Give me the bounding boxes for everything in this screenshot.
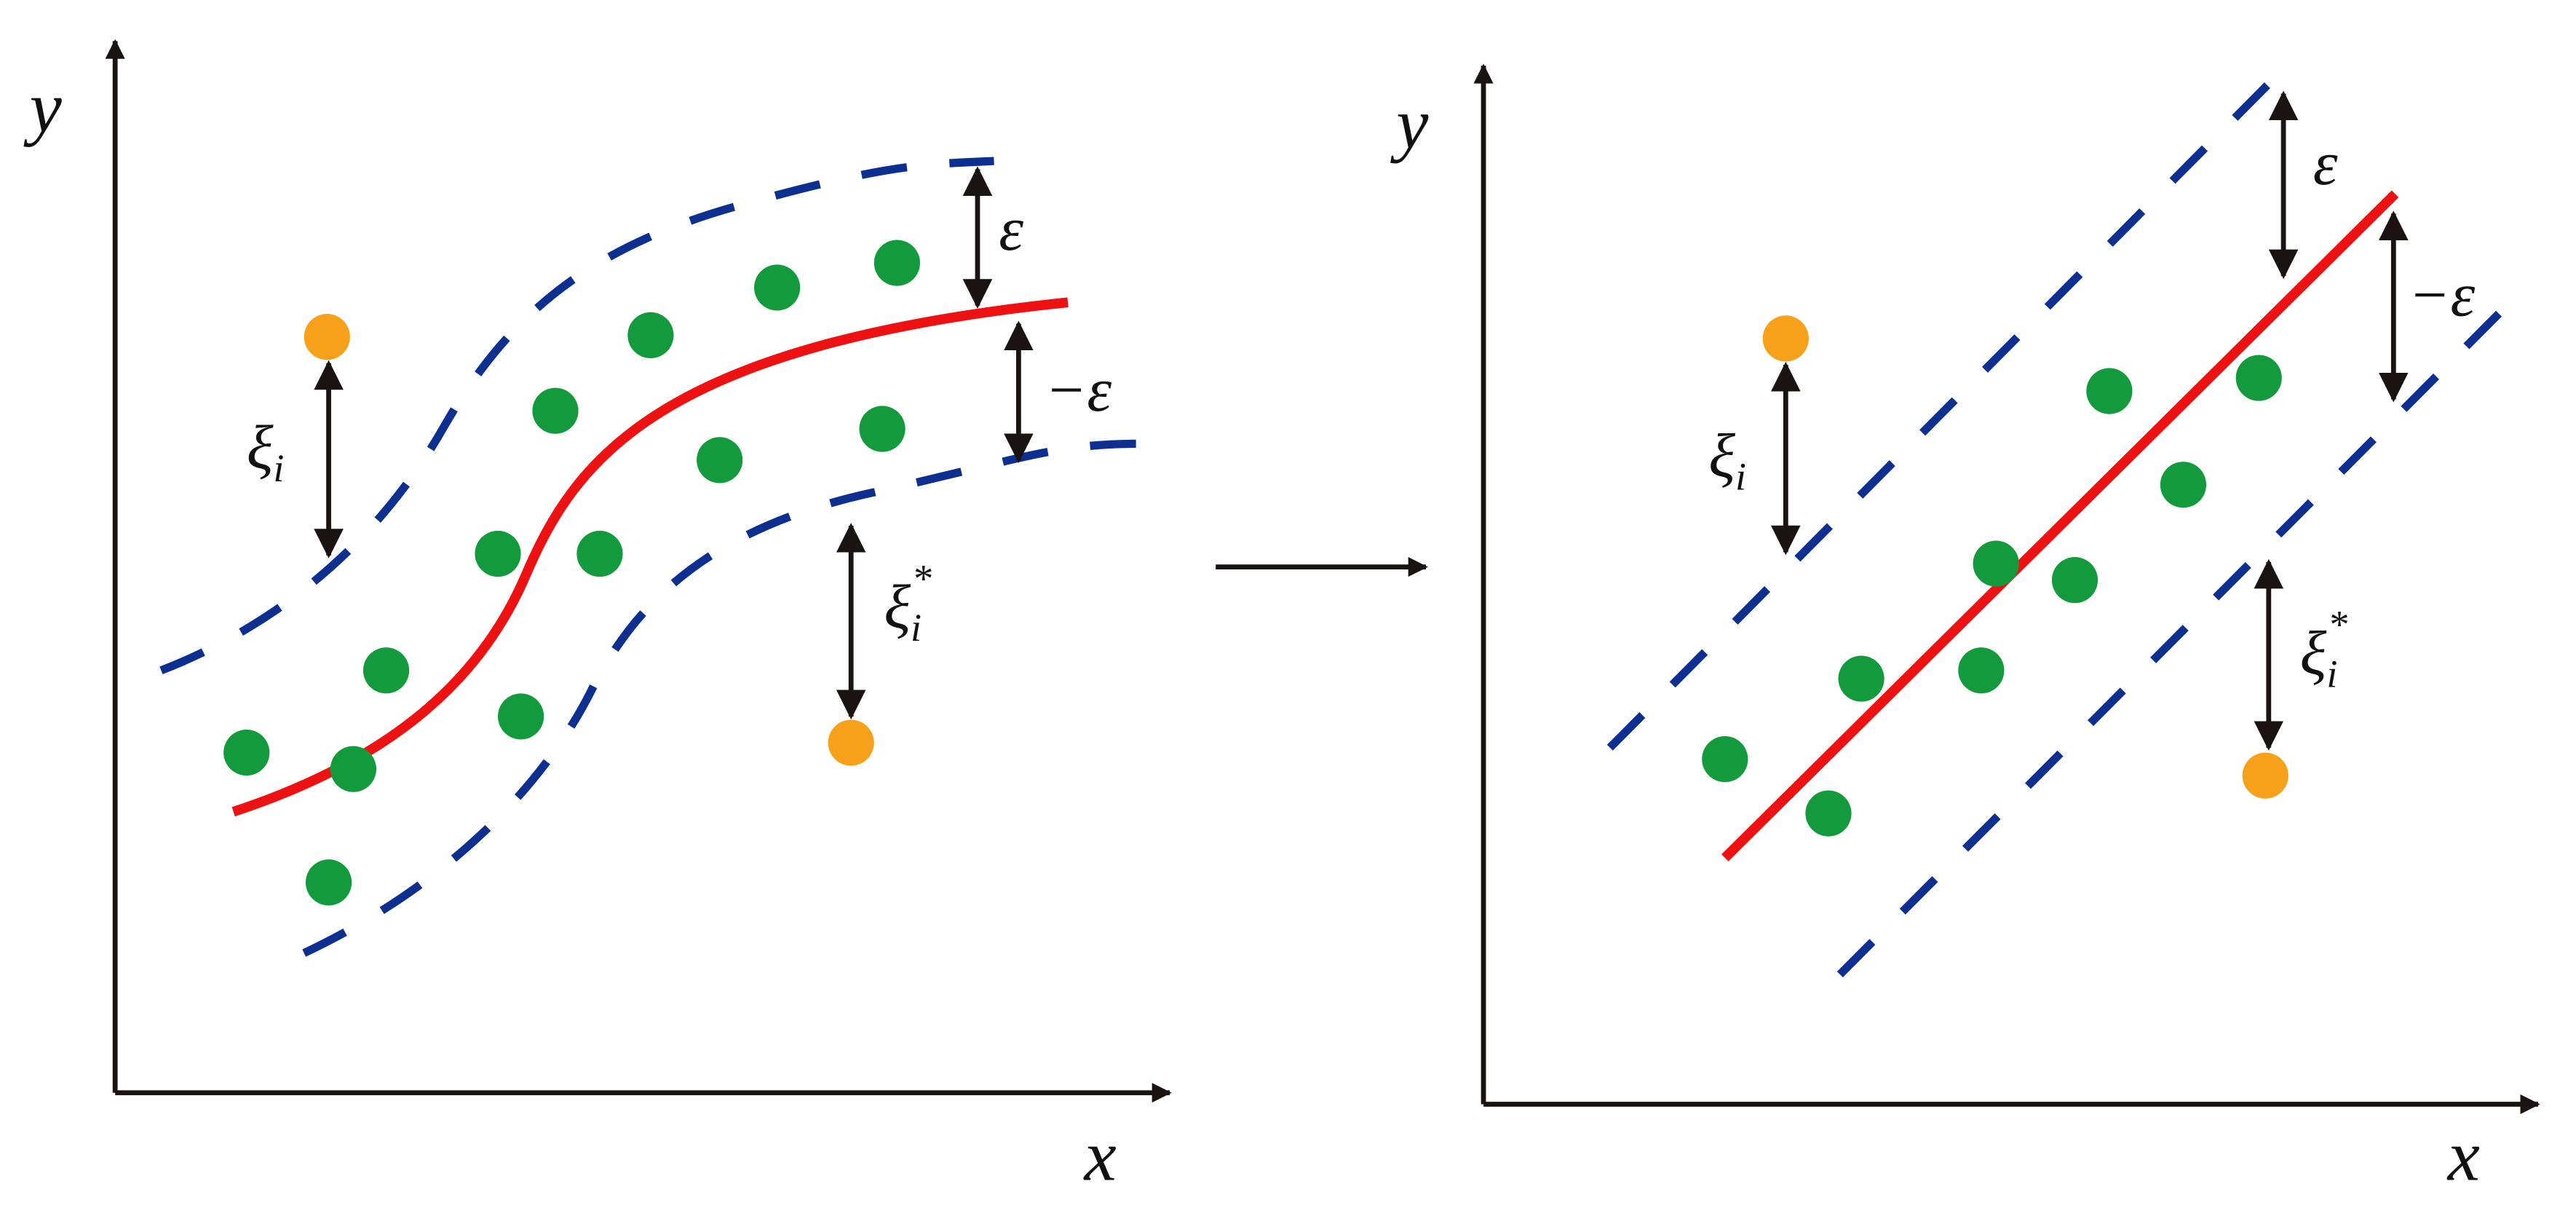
regression-curve [231, 297, 1069, 817]
point [697, 437, 743, 483]
xi-symbol: ξ [1708, 421, 1735, 490]
data-points [223, 240, 920, 906]
point [532, 387, 579, 434]
point [330, 746, 376, 792]
lower-boundary [1836, 301, 2512, 978]
outlier [304, 314, 350, 360]
data-points [1702, 315, 2288, 837]
point [873, 240, 920, 286]
point [1702, 736, 1748, 783]
xi-star-label: ξi * [2300, 603, 2348, 696]
upper-boundary [1606, 71, 2282, 751]
outlier [2242, 752, 2288, 799]
xi-label: ξi [247, 413, 285, 490]
xi-subscript: i [1735, 455, 1746, 499]
point [2051, 557, 2099, 604]
point [475, 530, 521, 577]
xi-star-symbol: ξ [2300, 618, 2327, 687]
point [498, 693, 544, 740]
x-axis-label: x [2446, 1116, 2480, 1196]
outlier [1762, 315, 1809, 362]
point [305, 859, 352, 906]
point [1973, 540, 2019, 587]
right-panel: y x ε −ε ξi ξi* [1390, 63, 2540, 1196]
point [223, 730, 270, 776]
neg-epsilon-label: −ε [2409, 260, 2476, 329]
point [1958, 647, 2005, 694]
point [627, 312, 674, 358]
xi-subscript: i [273, 446, 284, 490]
y-axis-label: y [1390, 84, 1429, 164]
x-axis-label: x [1083, 1116, 1117, 1196]
point [1838, 655, 1885, 702]
xi-symbol: ξ [247, 413, 274, 482]
outlier [828, 719, 874, 766]
point [2086, 368, 2133, 414]
xi-star-label: ξi * [884, 556, 932, 650]
point [2235, 355, 2282, 401]
point [859, 406, 905, 452]
xi-star-subscript: i [2326, 652, 2337, 695]
xi-star-symbol: ξ [884, 572, 911, 641]
point [2160, 462, 2207, 508]
y-axis-label: y [23, 68, 63, 148]
neg-epsilon-label: −ε [1045, 355, 1112, 425]
point [754, 264, 801, 311]
point [362, 647, 410, 694]
epsilon-label: ε [2313, 129, 2338, 198]
point [576, 530, 623, 577]
xi-star-superscript: * [912, 556, 932, 600]
xi-star-subscript: i [911, 606, 922, 650]
epsilon-label: ε [999, 194, 1023, 264]
xi-star-superscript: * [2328, 603, 2348, 647]
regression-line [1721, 190, 2399, 861]
left-panel: y x ε −ε ξi ξi* [23, 39, 1172, 1196]
upper-boundary [159, 157, 994, 675]
point [1805, 790, 1852, 837]
lower-boundary [302, 439, 1142, 958]
xi-label: ξi [1708, 421, 1746, 498]
